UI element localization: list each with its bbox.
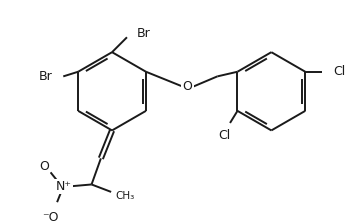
Text: Cl: Cl: [333, 65, 345, 78]
Text: N⁺: N⁺: [56, 180, 72, 193]
Text: Br: Br: [136, 27, 150, 40]
Text: O: O: [182, 80, 193, 93]
Text: Br: Br: [38, 70, 52, 83]
Text: ⁻O: ⁻O: [42, 211, 59, 224]
Text: O: O: [39, 160, 49, 173]
Text: CH₃: CH₃: [116, 191, 135, 201]
Text: Cl: Cl: [218, 129, 231, 142]
